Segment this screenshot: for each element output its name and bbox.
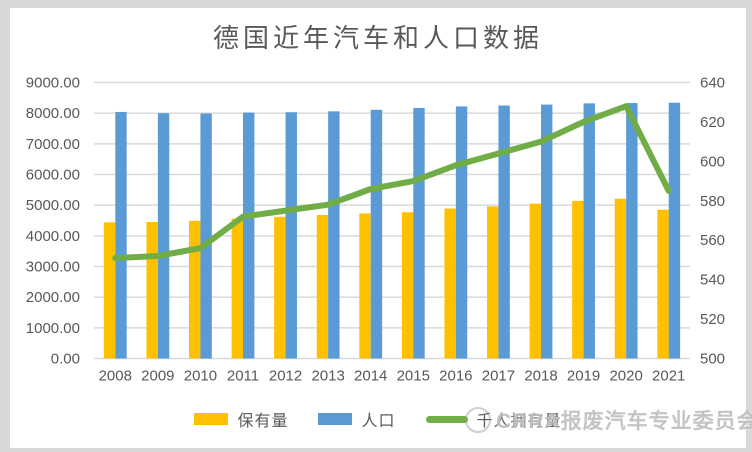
population-bar-2018 xyxy=(541,104,553,359)
left-axis-tick: 8000.00 xyxy=(26,105,80,122)
x-axis-label: 2010 xyxy=(184,368,217,385)
left-axis-tick: 0.00 xyxy=(51,351,80,368)
x-axis-label: 2013 xyxy=(311,368,344,385)
stock-bar-2013 xyxy=(316,214,329,359)
population-bar-2014 xyxy=(370,109,383,359)
x-axis-label: 2019 xyxy=(567,368,600,385)
chart-legend: 保有量 人口 千人拥有量 xyxy=(10,407,746,431)
x-axis-label: 2015 xyxy=(397,368,430,385)
population-bar-2015 xyxy=(413,107,425,359)
stock-series-swatch-icon xyxy=(194,413,229,425)
stock-bar-2008 xyxy=(103,222,116,359)
legend-label-stock: 保有量 xyxy=(237,413,289,430)
chart-card: 德国近年汽车和人口数据 9000.00 8000.00 7000.00 6000.00… xyxy=(10,8,752,448)
left-axis-tick: 5000.00 xyxy=(26,197,80,214)
population-bar-2010 xyxy=(200,113,212,359)
stock-bar-2009 xyxy=(146,222,158,359)
population-bar-2013 xyxy=(328,111,340,359)
legend-label-population: 人口 xyxy=(361,413,396,430)
right-axis-tick: 620 xyxy=(700,114,725,131)
x-axis-label: 2012 xyxy=(269,368,302,385)
per-thousand-series-swatch-icon xyxy=(425,415,468,423)
stock-bar-2016 xyxy=(444,208,456,359)
x-axis-label: 2009 xyxy=(141,368,174,385)
stock-bar-2021 xyxy=(657,209,669,359)
population-bar-2019 xyxy=(583,103,595,359)
stock-bar-2010 xyxy=(189,220,201,359)
x-axis-label: 2008 xyxy=(99,368,132,385)
left-axis-tick: 7000.00 xyxy=(26,136,80,153)
population-bar-2008 xyxy=(115,111,127,359)
stock-bar-2017 xyxy=(487,206,499,359)
stock-bar-2015 xyxy=(401,212,414,359)
legend-item-population: 人口 xyxy=(318,407,395,431)
population-bar-2011 xyxy=(243,112,255,359)
population-bar-2016 xyxy=(455,106,468,359)
stock-bar-2012 xyxy=(274,216,286,359)
left-axis-tick: 3000.00 xyxy=(26,259,80,276)
stock-bar-2018 xyxy=(529,203,541,359)
stock-bar-2014 xyxy=(359,213,371,359)
left-axis-tick: 2000.00 xyxy=(26,289,80,306)
population-bar-2009 xyxy=(157,113,170,359)
population-bar-2012 xyxy=(285,112,297,359)
chart-plot-area: 9000.008000.007000.006000.005000.004000.… xyxy=(26,75,725,385)
left-axis-tick: 6000.00 xyxy=(26,167,80,184)
x-axis-label: 2016 xyxy=(439,368,472,385)
population-bar-2020 xyxy=(626,103,638,359)
x-axis-label: 2017 xyxy=(482,368,515,385)
left-axis-tick: 9000.00 xyxy=(26,75,80,92)
legend-item-stock: 保有量 xyxy=(194,407,288,431)
left-axis-tick: 1000.00 xyxy=(26,320,80,337)
right-axis-tick: 600 xyxy=(700,153,725,170)
right-axis-tick: 540 xyxy=(700,272,725,289)
left-axis-tick: 4000.00 xyxy=(26,228,80,245)
x-axis-label: 2018 xyxy=(524,368,557,385)
population-bar-2017 xyxy=(498,105,510,359)
right-axis-tick: 520 xyxy=(700,311,725,328)
stock-bar-2019 xyxy=(572,200,584,359)
population-series-swatch-icon xyxy=(318,413,353,425)
chart-title: 德国近年汽车和人口数据 xyxy=(212,23,543,53)
population-bar-2021 xyxy=(668,102,681,359)
legend-item-per-thousand: 千人拥有量 xyxy=(425,407,562,431)
x-axis-label: 2014 xyxy=(354,368,387,385)
x-axis-label: 2011 xyxy=(227,368,259,385)
x-axis-label: 2021 xyxy=(652,368,685,385)
right-axis-tick: 640 xyxy=(700,75,725,92)
right-axis-tick: 560 xyxy=(700,232,725,249)
stock-bar-2011 xyxy=(231,218,243,359)
per-thousand-line xyxy=(112,103,672,261)
legend-label-per-thousand: 千人拥有量 xyxy=(476,413,562,430)
right-axis-tick: 500 xyxy=(700,351,725,368)
right-axis-tick: 580 xyxy=(700,193,725,210)
x-axis-label: 2020 xyxy=(609,368,642,385)
stock-bar-2020 xyxy=(614,198,627,359)
